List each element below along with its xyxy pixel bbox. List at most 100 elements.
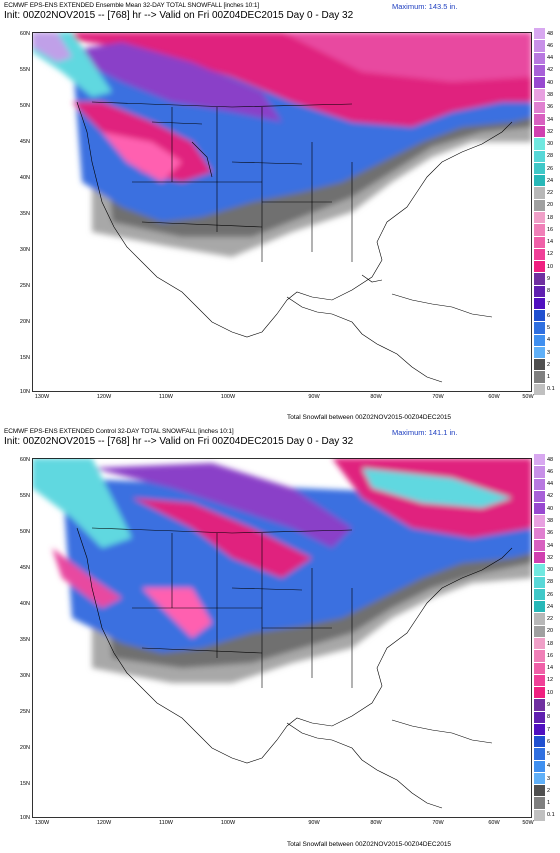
panel-caption: Total Snowfall between 00Z02NOV2015-00Z0… [287, 841, 452, 848]
colorbar-label: 32 [547, 128, 554, 135]
maximum-value: Maximum: 141.1 in. [392, 428, 458, 437]
colorbar-label: 24 [547, 603, 554, 610]
lat-label: 25N [19, 283, 30, 289]
panel-init-line: Init: 00Z02NOV2015 -- [768] hr --> Valid… [4, 10, 354, 21]
colorbar-swatch [534, 89, 545, 102]
lat-label: 50N [19, 103, 30, 109]
colorbar-swatch [534, 748, 545, 761]
colorbar: 48 46 44 42 40 38 36 34 32 30 28 26 24 22 20 18 16 14 12 10… [534, 454, 560, 822]
colorbar-swatch [534, 687, 545, 700]
colorbar-label: 8 [547, 714, 551, 721]
colorbar-swatch [534, 346, 545, 360]
colorbar-label: 26 [547, 591, 554, 598]
colorbar-label: 12 [547, 251, 554, 258]
colorbar-label: 8 [547, 288, 551, 295]
lon-label: 130W [34, 394, 50, 400]
colorbar-swatch [534, 564, 545, 577]
colorbar-label: 6 [547, 312, 551, 319]
colorbar-label: 38 [547, 91, 554, 98]
lon-label: 100W [220, 394, 236, 400]
colorbar-label: 46 [547, 42, 554, 49]
colorbar-swatch [534, 113, 545, 127]
lat-label: 15N [19, 781, 30, 787]
lat-label: 30N [19, 247, 30, 253]
lon-label: 90W [308, 820, 320, 826]
colorbar-swatch [534, 601, 545, 614]
colorbar-swatch [534, 576, 545, 589]
colorbar-label: 1 [547, 800, 551, 807]
colorbar-swatch [534, 236, 545, 249]
lon-label: 110W [159, 820, 173, 826]
colorbar-swatch [534, 77, 545, 90]
colorbar-swatch [534, 126, 545, 139]
colorbar-swatch [534, 760, 545, 773]
snowfall-map-graphic [32, 32, 532, 392]
colorbar-swatch [534, 261, 545, 274]
colorbar-label: 40 [547, 79, 554, 86]
colorbar-label: 3 [547, 349, 551, 356]
colorbar-label: 2 [547, 787, 551, 794]
colorbar-swatch [534, 52, 545, 65]
colorbar-swatch [534, 187, 545, 200]
colorbar-label: 32 [547, 554, 554, 561]
colorbar-swatch [534, 28, 545, 41]
lat-label: 15N [19, 355, 30, 361]
colorbar-swatch [534, 150, 545, 163]
lon-label: 110W [159, 394, 173, 400]
colorbar-swatch [534, 359, 545, 372]
lat-label: 10N [19, 389, 30, 395]
lon-label: 70W [432, 820, 444, 826]
snowfall-map-graphic [32, 458, 532, 818]
colorbar-label: 38 [547, 517, 554, 524]
lat-label: 40N [19, 175, 30, 181]
colorbar-swatch [534, 699, 545, 712]
lon-label: 60W [488, 820, 500, 826]
maximum-value: Maximum: 143.5 in. [392, 2, 458, 11]
colorbar-label: 48 [547, 30, 554, 37]
lon-label: 70W [432, 394, 444, 400]
colorbar-label: 1 [547, 374, 551, 381]
colorbar-swatch [534, 772, 545, 786]
colorbar-swatch [534, 212, 545, 225]
colorbar-label: 2 [547, 361, 551, 368]
control-run-panel: ECMWF EPS-ENS EXTENDED Control 32-DAY TO… [0, 426, 560, 852]
colorbar-label: 36 [547, 530, 554, 537]
lon-label: 130W [34, 820, 50, 826]
colorbar-swatch [534, 334, 545, 347]
colorbar-label: 44 [547, 481, 554, 488]
lon-label: 120W [96, 820, 112, 826]
colorbar-swatch [534, 527, 545, 540]
lon-label: 60W [488, 394, 500, 400]
colorbar-swatch [534, 322, 545, 335]
colorbar-swatch [534, 625, 545, 638]
colorbar: 48 46 44 42 40 38 36 34 32 30 28 26 24 22 20 18 16 14 12 10… [534, 28, 560, 396]
lat-label: 25N [19, 709, 30, 715]
lat-label: 50N [19, 529, 30, 535]
colorbar-swatch [534, 310, 545, 323]
colorbar-label: 42 [547, 493, 554, 500]
colorbar-swatch [534, 809, 545, 822]
colorbar-label: 20 [547, 628, 554, 635]
lat-label: 35N [19, 211, 30, 217]
colorbar-swatch [534, 503, 545, 516]
lat-label: 55N [19, 493, 30, 499]
lat-label: 55N [19, 67, 30, 73]
coastline-outlines [76, 101, 513, 383]
lon-label: 90W [308, 394, 320, 400]
lat-label: 45N [19, 565, 30, 571]
panel-title: ECMWF EPS-ENS EXTENDED Ensemble Mean 32-… [4, 2, 260, 9]
colorbar-label: 22 [547, 616, 554, 623]
lat-label: 40N [19, 601, 30, 607]
panel-title: ECMWF EPS-ENS EXTENDED Control 32-DAY TO… [4, 428, 234, 435]
lon-label: 80W [370, 394, 382, 400]
colorbar-swatch [534, 101, 545, 114]
lat-label: 10N [19, 815, 30, 821]
colorbar-label: 7 [547, 300, 551, 307]
colorbar-label: 7 [547, 726, 551, 733]
ensemble-mean-panel: ECMWF EPS-ENS EXTENDED Ensemble Mean 32-… [0, 0, 560, 426]
colorbar-swatch [534, 638, 545, 651]
colorbar-label: 40 [547, 505, 554, 512]
lat-label: 20N [19, 319, 30, 325]
colorbar-swatch [534, 371, 545, 384]
colorbar-swatch [534, 736, 545, 749]
